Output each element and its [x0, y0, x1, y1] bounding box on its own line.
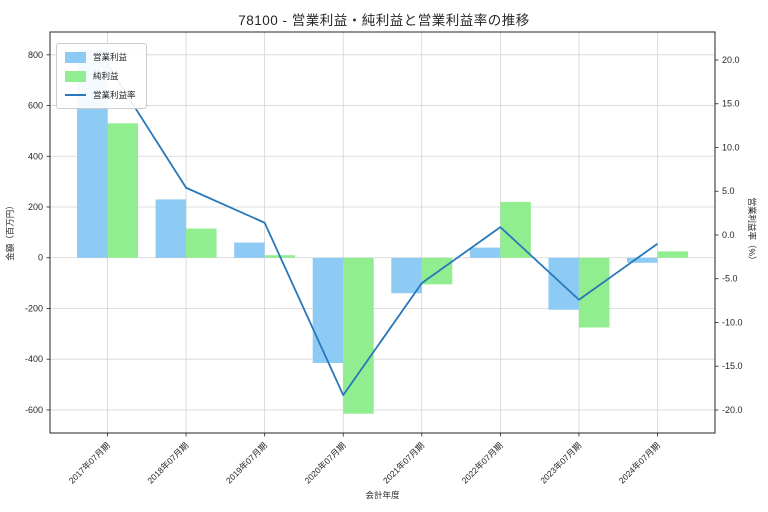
- x-tick-label: 2020年07月期: [302, 440, 347, 485]
- y-tick-label-right: 5.0: [722, 186, 735, 196]
- y-tick-label-right: -20.0: [722, 405, 743, 415]
- legend-item-operating-margin: 営業利益率: [65, 89, 136, 101]
- y-tick-label-right: -15.0: [722, 361, 743, 371]
- y-axis-label-left: 金額（百万円）: [5, 201, 15, 261]
- y-tick-label-left: 0: [38, 253, 43, 263]
- y-tick-label-left: 200: [28, 202, 43, 212]
- bar-net-profit: [657, 251, 688, 258]
- y-tick-label-right: 10.0: [722, 142, 740, 152]
- bar-net-profit: [578, 257, 610, 328]
- y-axis-label-right: 営業利益率（%）: [747, 197, 757, 265]
- bar-operating-profit: [469, 247, 501, 258]
- legend-item-net-profit: 純利益: [65, 70, 136, 82]
- x-tick-label: 2019年07月期: [224, 440, 269, 485]
- plot-frame: [49, 31, 716, 434]
- y-tick-label-right: -5.0: [722, 274, 738, 284]
- bar-net-profit: [500, 201, 531, 258]
- y-tick-label-right: -10.0: [722, 317, 743, 327]
- legend: 営業利益 純利益 営業利益率: [56, 43, 147, 109]
- chart-title: 78100 - 営業利益・純利益と営業利益率の推移: [238, 13, 530, 28]
- x-tick-label: 2018年07月期: [145, 440, 190, 485]
- x-tick-label: 2022年07月期: [460, 440, 505, 485]
- bar-operating-profit: [155, 199, 187, 258]
- y-tick-label-left: 600: [28, 101, 43, 111]
- legend-label: 営業利益: [93, 52, 128, 62]
- legend-label: 営業利益率: [93, 90, 136, 100]
- x-tick-label: 2021年07月期: [381, 440, 426, 485]
- legend-label: 純利益: [93, 71, 119, 81]
- bar-net-profit: [186, 228, 217, 258]
- y-tick-label-left: 400: [28, 151, 43, 161]
- bar-operating-profit: [627, 257, 658, 263]
- y-tick-label-right: 20.0: [722, 55, 740, 65]
- y-tick-label-right: 15.0: [722, 99, 740, 109]
- bar-net-profit: [343, 257, 374, 414]
- bar-operating-profit: [234, 242, 265, 258]
- bar-operating-profit: [548, 257, 579, 310]
- legend-item-operating-profit: 営業利益: [65, 51, 136, 63]
- y-tick-label-left: -200: [25, 303, 43, 313]
- x-axis-label: 会計年度: [365, 490, 400, 500]
- x-tick-label: 2017年07月期: [67, 440, 112, 485]
- y-tick-label-left: 800: [28, 50, 43, 60]
- y-tick-label-left: -400: [25, 354, 43, 364]
- y-tick-label-right: 0.0: [722, 230, 735, 240]
- bar-operating-profit: [391, 257, 422, 294]
- operating-margin-line: [106, 63, 659, 397]
- bar-net-profit: [107, 123, 138, 258]
- operating-margin-line-icon: [65, 93, 86, 97]
- net-profit-swatch-icon: [65, 70, 86, 82]
- y-tick-label-left: -600: [25, 405, 43, 415]
- x-tick-label: 2024年07月期: [617, 440, 662, 485]
- operating-profit-swatch-icon: [65, 51, 86, 63]
- bar-operating-profit: [312, 257, 344, 363]
- x-tick-label: 2023年07月期: [538, 440, 583, 485]
